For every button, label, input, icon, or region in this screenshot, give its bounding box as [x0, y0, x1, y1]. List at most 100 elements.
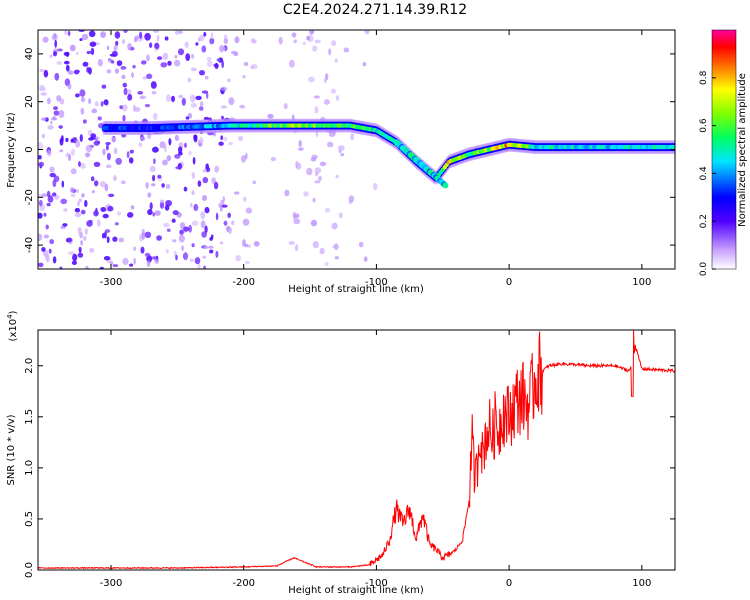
spectrogram-noise-blob: [288, 241, 295, 245]
spectrogram-noise-blob: [220, 105, 228, 109]
spectrogram-noise-blob: [79, 134, 83, 142]
spectrogram-noise-blob: [69, 44, 76, 52]
spectrogram-noise-blob: [106, 152, 111, 161]
spectrogram-noise-blob: [363, 256, 368, 262]
spectrogram-noise-blob: [62, 223, 68, 227]
spectrogram-noise-blob: [141, 60, 147, 65]
spectrogram-noise-blob: [78, 246, 82, 254]
spectrogram-noise-blob: [61, 135, 64, 142]
spectrogram-noise-blob: [59, 98, 65, 105]
spectrogram-noise-blob: [47, 97, 51, 105]
spectrogram-noise-blob: [76, 189, 80, 194]
spectrogram-noise-blob: [323, 99, 330, 105]
spectrogram-noise-blob: [195, 95, 202, 101]
spectrogram-noise-blob: [233, 191, 240, 195]
spectrogram-noise-blob: [119, 105, 123, 110]
spectrogram-noise-blob: [243, 61, 249, 67]
spectrogram-noise-blob: [175, 30, 179, 35]
snr-panel: -300 -200 -100 0 100 0.0 0.5 1.0 1.5 2.0 Height …: [6, 310, 676, 596]
spectrogram-noise-blob: [237, 135, 244, 142]
spectrogram-noise-blob: [202, 255, 207, 259]
spectrogram-noise-blob: [112, 236, 118, 242]
spectrogram-noise-blob: [145, 182, 149, 189]
snr-multiplier: (x104): [6, 310, 19, 341]
spectrogram-noise-blob: [227, 212, 231, 218]
spectrogram-noise-blob: [59, 149, 64, 153]
spectrogram-noise-blob: [91, 190, 95, 194]
spectrogram-noise-blob: [100, 101, 104, 107]
spectrogram-noise-blob: [171, 218, 176, 223]
spectrogram-noise-blob: [172, 210, 179, 216]
spectrogram-noise-blob: [97, 116, 102, 121]
snr-ytick-label: 0.0: [24, 562, 35, 578]
spectrogram-noise-blob: [137, 91, 143, 95]
spectrogram-noise-blob: [156, 34, 160, 42]
spectrogram-noise-blob: [77, 226, 82, 235]
spectrogram-noise-blob: [200, 211, 206, 220]
spectrogram-noise-blob: [113, 175, 117, 182]
spectrogram-noise-blob: [149, 202, 153, 210]
spectrogram-noise-blob: [140, 136, 144, 141]
spectrogram-noise-blob: [308, 76, 315, 83]
spectrogram-noise-blob: [214, 62, 219, 69]
spectrogram-noise-blob: [38, 233, 43, 241]
spectrogram-noise-blob: [324, 261, 329, 267]
spectrogram-noise-blob: [75, 140, 81, 148]
colorbar: 0.0 0.2 0.4 0.6 0.8 Normalized spectral ampl…: [699, 29, 748, 277]
spectrogram-noise-blob: [215, 250, 219, 258]
spectrogram-noise-blob: [184, 142, 187, 148]
spectrogram-xtick-label: -300: [100, 277, 123, 288]
spectrogram-noise-blob: [85, 265, 89, 269]
spectrogram-noise-blob: [242, 239, 246, 248]
colorbar-tick-label: 0.0: [699, 262, 709, 277]
spectrogram-ytick-label: -40: [24, 237, 35, 253]
spectrogram-noise-blob: [172, 239, 177, 243]
spectrogram-noise-blob: [146, 73, 153, 80]
spectrogram-noise-blob: [68, 154, 72, 161]
spectrogram-noise-blob: [144, 231, 152, 238]
spectrogram-noise-blob: [56, 60, 63, 65]
spectrogram-noise-blob: [75, 93, 80, 98]
spectrogram-noise-blob: [214, 165, 220, 173]
spectrogram-noise-blob: [267, 113, 274, 119]
spectrogram-noise-blob: [202, 169, 207, 173]
spectrogram-noise-blob: [129, 149, 134, 154]
spectrogram-noise-blob: [340, 153, 345, 157]
spectrogram-noise-blob: [248, 244, 251, 248]
spectrogram-noise-blob: [215, 212, 219, 221]
spectrogram-noise-blob: [126, 151, 130, 159]
spectrogram-noise-blob: [223, 34, 228, 40]
spectrogram-noise-blob: [147, 192, 152, 198]
spectrogram-noise-blob: [181, 245, 184, 252]
spectrogram-noise-blob: [175, 166, 182, 170]
spectrogram-noise-blob: [116, 60, 123, 67]
spectrogram-noise-blob: [239, 104, 246, 109]
spectrogram-noise-blob: [164, 144, 167, 153]
spectrogram-noise-blob: [109, 261, 114, 265]
spectrogram-noise-blob: [114, 31, 121, 39]
spectrogram-noise-blob: [328, 133, 336, 137]
spectrogram-noise-blob: [223, 220, 228, 226]
spectrogram-noise-blob: [111, 137, 117, 142]
spectrogram-noise-blob: [163, 222, 170, 228]
spectrogram-noise-blob: [293, 39, 298, 44]
spectrogram-noise-blob: [199, 136, 204, 145]
spectrogram-noise-blob: [49, 54, 53, 59]
snr-xtick-label: -200: [232, 578, 255, 589]
spectrogram-noise-blob: [289, 59, 295, 68]
spectrogram-noise-blob: [97, 219, 101, 227]
spectrogram-noise-blob: [182, 252, 189, 261]
spectrogram-noise-blob: [171, 95, 175, 103]
spectrogram-noise-blob: [123, 87, 128, 96]
spectrogram-noise-blob: [88, 248, 95, 253]
spectrogram-noise-blob: [191, 67, 197, 72]
spectrogram-noise-blob: [165, 183, 171, 190]
spectrogram-noise-blob: [150, 81, 157, 89]
spectrogram-noise-blob: [80, 107, 85, 115]
spectrogram-noise-blob: [166, 94, 171, 102]
spectrogram-noise-blob: [106, 45, 110, 51]
spectrogram-noise-blob: [56, 48, 63, 52]
spectrogram-noise-blob: [152, 174, 156, 182]
